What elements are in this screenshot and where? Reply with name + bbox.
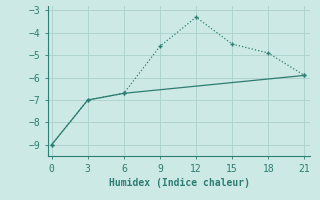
X-axis label: Humidex (Indice chaleur): Humidex (Indice chaleur) [109,178,250,188]
